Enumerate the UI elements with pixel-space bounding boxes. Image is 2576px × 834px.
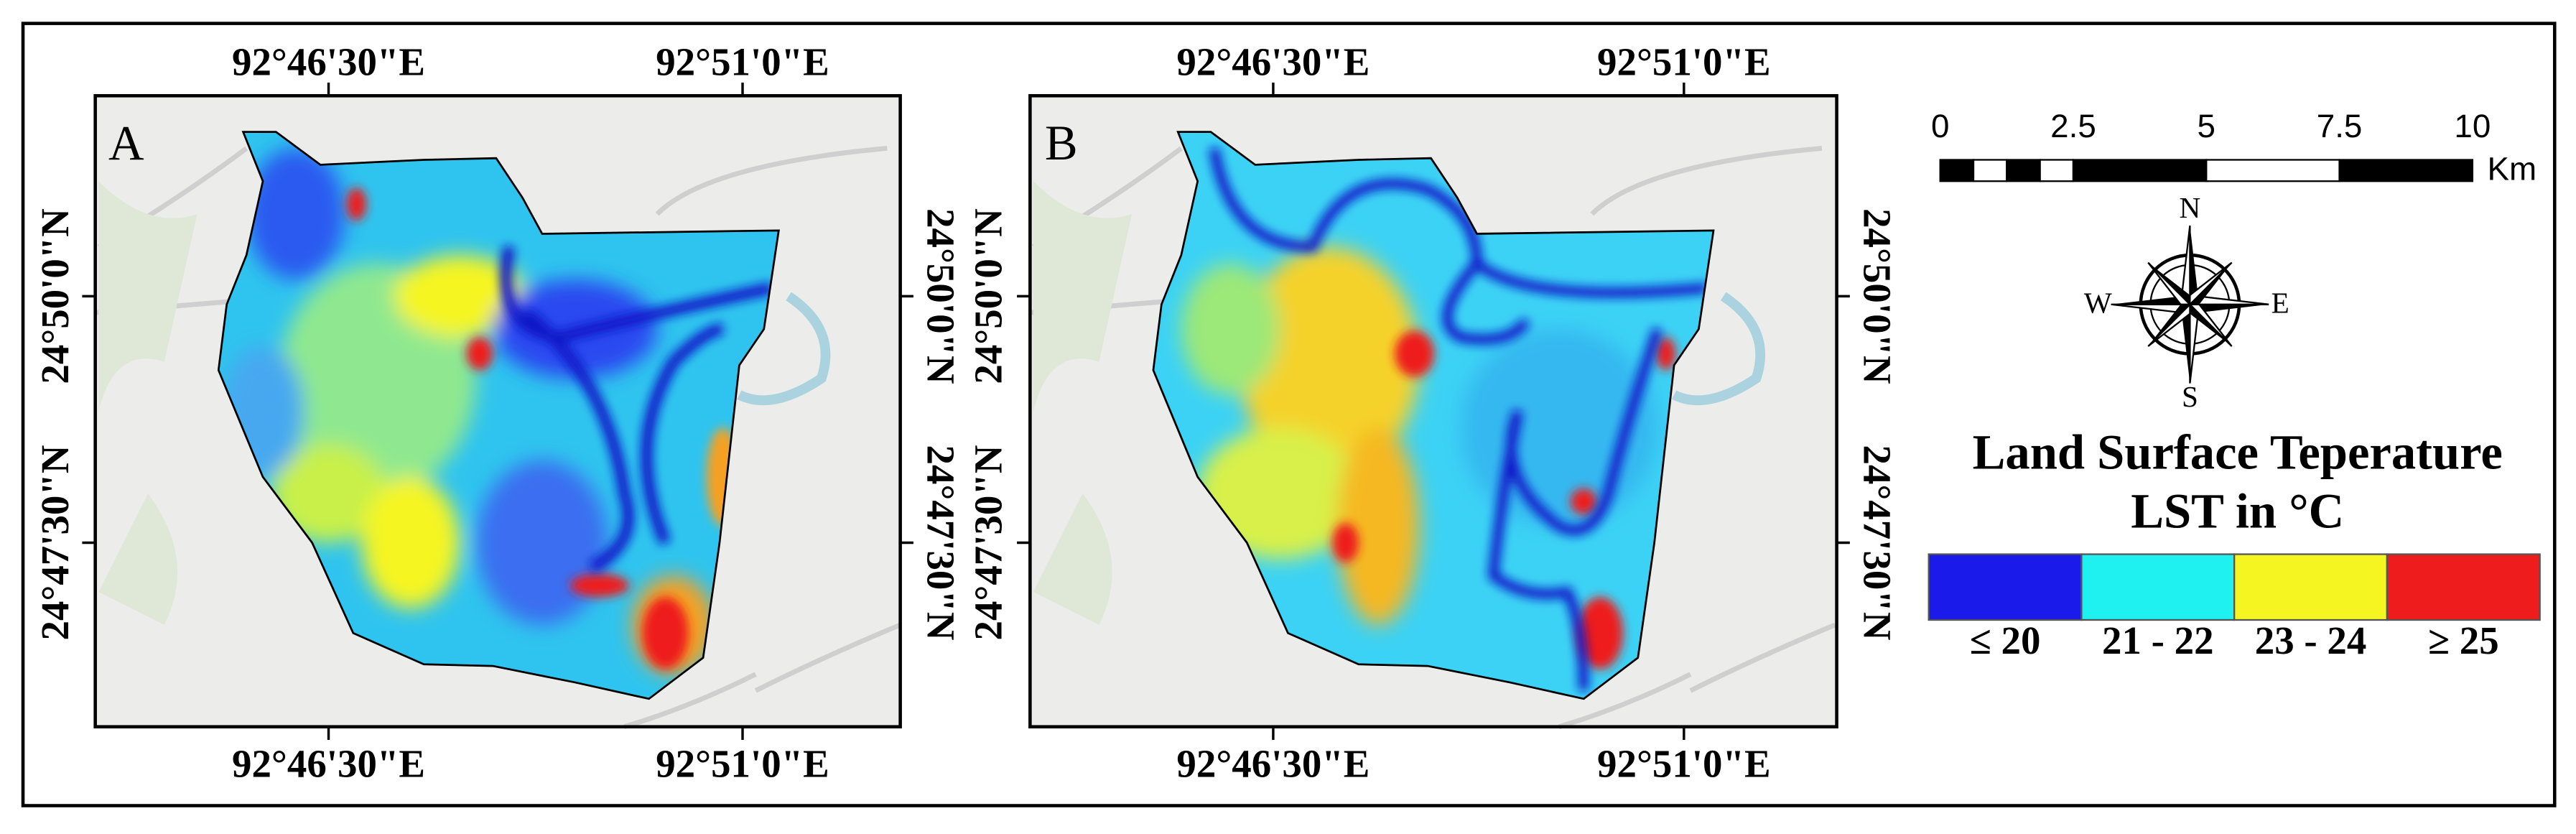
scale-segment [1972, 159, 2008, 182]
latitude-label: 24°47'30"N [1855, 445, 1899, 641]
map-frame [1028, 93, 1838, 729]
scale-segment [2039, 159, 2075, 182]
scale-segment [2338, 159, 2474, 182]
latitude-label: 24°50'0"N [33, 208, 77, 384]
scale-segment [2205, 159, 2340, 182]
legend-label: 23 - 24 [2255, 618, 2367, 662]
panel-label: B [1045, 116, 1078, 170]
longitude-label: 92°51'0"E [656, 742, 829, 786]
north-arrow [2111, 225, 2269, 384]
longitude-label: 92°51'0"E [1597, 742, 1771, 786]
latitude-label: 24°47'30"N [966, 445, 1010, 641]
compass-label: W [2084, 287, 2112, 320]
scale-segment [2072, 159, 2208, 182]
graticule-ticks [82, 82, 913, 741]
compass-label: N [2180, 191, 2201, 224]
longitude-label: 92°46'30"E [1176, 742, 1370, 786]
compass-label: E [2272, 287, 2289, 320]
scale-unit: Km [2487, 151, 2537, 187]
scale-label: 10 [2454, 108, 2491, 144]
panel-label: A [108, 116, 144, 170]
latitude-label: 24°50'0"N [919, 208, 962, 384]
longitude-label: 92°46'30"E [232, 40, 425, 84]
river [737, 292, 831, 406]
longitude-label: 92°46'30"E [1176, 40, 1370, 84]
legend-swatch [2080, 553, 2236, 621]
map-frame [93, 93, 902, 729]
outer-frame [21, 22, 2557, 807]
latitude-label: 24°47'30"N [33, 445, 77, 641]
scale-segment [2006, 159, 2041, 182]
legend-label: ≤ 20 [1970, 618, 2041, 662]
longitude-label: 92°46'30"E [232, 742, 425, 786]
legend-swatch [2386, 553, 2541, 621]
graticule-ticks [1017, 82, 1850, 741]
legend-label: 21 - 22 [2102, 618, 2214, 662]
latitude-label: 24°50'0"N [966, 208, 1010, 384]
scale-label: 2.5 [2050, 108, 2096, 144]
map-panel-b: B 92°46'30"E 92°51'0"E 92°46'30"E 92°51'… [966, 40, 1899, 786]
latitude-label: 24°50'0"N [1855, 208, 1899, 384]
aoi-outline [217, 131, 780, 700]
scale-label: 7.5 [2317, 108, 2363, 144]
map-panel-a: A 92°46'30"E 92°51'0"E 92°46'30"E 92°51'… [33, 40, 962, 786]
scale-segment [1939, 159, 1975, 182]
legend-title: Land Surface Teperature [1973, 425, 2503, 479]
legend-label: ≥ 25 [2428, 618, 2499, 662]
scale-label: 5 [2198, 108, 2215, 144]
latitude-label: 24°47'30"N [919, 445, 962, 641]
longitude-label: 92°51'0"E [656, 40, 829, 84]
longitude-label: 92°51'0"E [1597, 40, 1771, 84]
vegetation [98, 181, 197, 625]
legend-swatch [2233, 553, 2389, 621]
legend-title: LST in °C [2131, 484, 2344, 539]
scale-label: 0 [1931, 108, 1949, 144]
compass-label: S [2182, 380, 2198, 413]
generated: 0 2.5 5 7.5 10 Km ≤ 20 21 - 22 23 - 24 ≥ 25 [1928, 108, 2541, 662]
legend-swatch [1928, 553, 2083, 621]
